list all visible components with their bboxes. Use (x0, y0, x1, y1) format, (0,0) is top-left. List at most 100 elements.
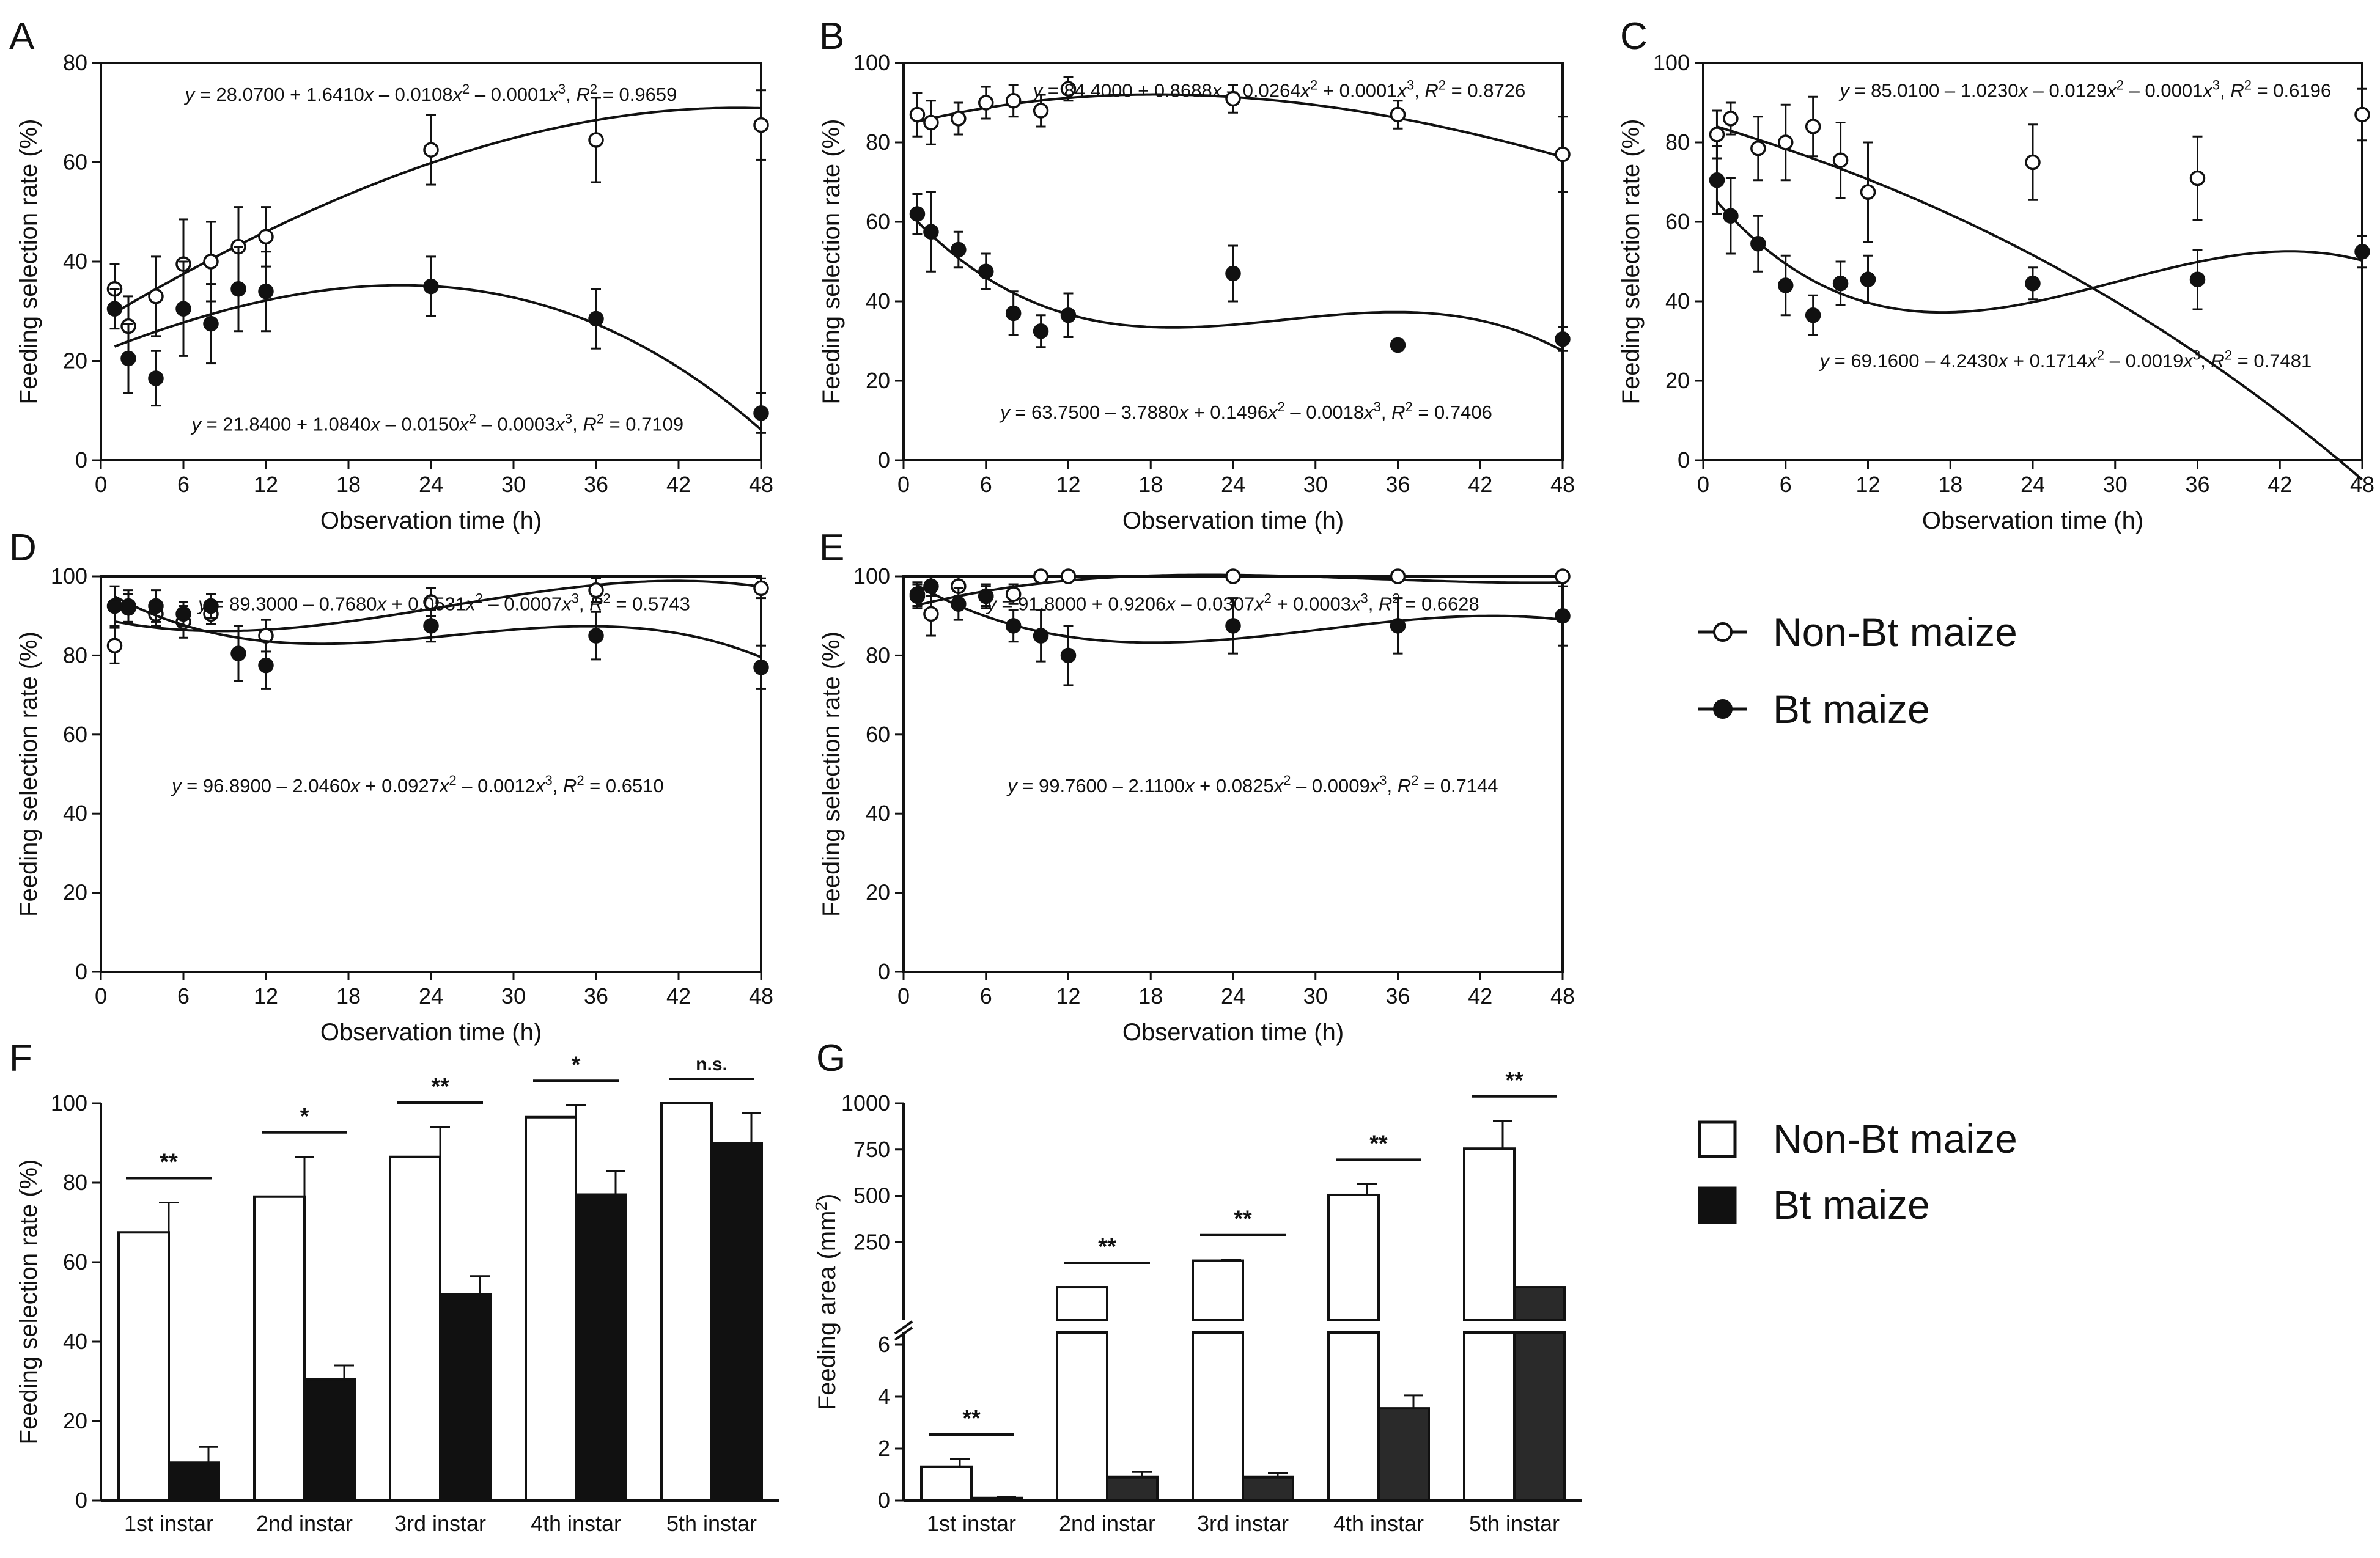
legend-bar-bt-label: Bt maize (1773, 1182, 1930, 1227)
data-point (2189, 170, 2206, 186)
bar-bt (1106, 1475, 1159, 1502)
panel-g: G 0 2 4 6 250 500 750 1000 Feeding area (mm2) ** 1s… (812, 1037, 1582, 1536)
panel-d: D 0 6 12 18 24 30 36 42 48 0 20 40 60 80 100 Observation… (9, 527, 773, 1046)
x-axis-title: Observation time (h) (1122, 1019, 1344, 1046)
legend-bar: Non-Bt maize Bt maize (1698, 1116, 2017, 1227)
x-tick-label: 42 (1468, 983, 1492, 1009)
x-tick-label: 12 (1056, 472, 1080, 497)
x-tick-label: 0 (95, 983, 107, 1009)
y-tick-label: 100 (1653, 50, 1690, 75)
fit-equation: y = 84.4000 + 0.8688x – 0.0264x2​ + 0.00… (1032, 78, 1526, 101)
data-point (1750, 141, 1766, 156)
series-bt: y = 99.7600 – 2.1100x + 0.0825x2​ – 0.00… (909, 575, 1571, 796)
data-point (1860, 184, 1876, 200)
x-tick-label: 30 (1303, 983, 1328, 1009)
series-bt: y = 69.1600 – 4.2430x + 0.1714x2​ – 0.00… (1709, 145, 2370, 372)
x-tick-label: 24 (419, 472, 443, 497)
data-point (753, 660, 769, 675)
x-tick-label: 0 (897, 983, 910, 1009)
y-tick-label: 20 (1665, 368, 1690, 393)
y-axis-title: Feeding area (mm2) (812, 1194, 841, 1411)
x-tick-label: 18 (1938, 472, 1962, 497)
panel-letter: E (819, 527, 844, 569)
x-tick-label: 36 (584, 472, 608, 497)
x-tick-label: 48 (1550, 472, 1575, 497)
bar-non-bt-lower (1192, 1331, 1244, 1502)
bar-bt (1377, 1407, 1430, 1502)
x-tick-label: 30 (1303, 472, 1328, 497)
category-label: 2nd instar (1059, 1511, 1155, 1536)
x-tick-label: 18 (336, 983, 361, 1009)
data-point (1005, 586, 1022, 602)
data-point (923, 114, 939, 131)
data-point (148, 598, 164, 614)
x-tick-label: 18 (1138, 472, 1163, 497)
y-axis-title: Feeding selection rate (%) (1618, 119, 1645, 405)
data-point (175, 301, 191, 317)
y-tick-label: 0 (878, 1488, 890, 1513)
data-point (1390, 337, 1406, 353)
panel-a: A 0 6 12 18 24 30 36 42 48 0 20 40 60 80 Observation ti… (9, 15, 773, 534)
panel-letter: D (9, 527, 37, 569)
fit-equation: y = 99.7600 – 2.1100x + 0.0825x2​ – 0.00… (1006, 773, 1498, 796)
y-tick-label: 750 (853, 1137, 890, 1162)
data-point (588, 132, 604, 148)
panel-letter: G (816, 1037, 846, 1079)
y-tick-label: 60 (866, 209, 890, 234)
series-non-bt: y = 89.3000 – 0.7680x + 0.0531x2​ – 0.00… (106, 577, 769, 664)
bar-non-bt-upper (1463, 1147, 1516, 1321)
y-tick-label: 60 (63, 150, 87, 175)
significance-label: n.s. (696, 1054, 728, 1075)
data-point (1723, 111, 1739, 127)
bar-non-bt-upper (1327, 1193, 1380, 1321)
data-point (1005, 618, 1022, 634)
x-tick-label: 24 (1221, 983, 1245, 1009)
x-tick-label: 6 (1780, 472, 1792, 497)
category-label: 1st instar (927, 1511, 1016, 1536)
x-tick-label: 6 (980, 472, 992, 497)
x-tick-label: 30 (501, 472, 526, 497)
data-point (1832, 276, 1849, 292)
series-bt: y = 63.7500 – 3.7880x + 0.1496x2​ – 0.00… (909, 191, 1571, 423)
x-tick-label: 30 (2103, 472, 2128, 497)
fit-curve (916, 584, 1563, 644)
bar-non-bt-lower (1327, 1331, 1380, 1502)
data-point (258, 657, 274, 674)
data-point (230, 645, 246, 661)
significance-label: ** (1098, 1234, 1116, 1260)
series-non-bt: y = 84.4000 + 0.8688x – 0.0264x2​ + 0.00… (909, 76, 1571, 193)
data-point (978, 263, 994, 279)
legend-bar-nonbt-label: Non-Bt maize (1773, 1116, 2017, 1161)
data-point (106, 638, 123, 653)
data-point (909, 206, 926, 222)
data-point (1832, 152, 1849, 168)
category-label: 4th instar (1333, 1511, 1424, 1536)
data-point (1225, 265, 1241, 282)
fit-equation: y = 63.7500 – 3.7880x + 0.1496x2​ – 0.00… (999, 399, 1492, 423)
legend-line: Non-Bt maize Bt maize (1698, 609, 2017, 732)
x-tick-label: 36 (2185, 472, 2209, 497)
data-point (1555, 331, 1571, 347)
y-axis-title: Feeding selection rate (%) (15, 1159, 42, 1445)
x-tick-label: 0 (95, 472, 107, 497)
data-point (978, 95, 994, 111)
legend-nonbt-label: Non-Bt maize (1773, 609, 2017, 655)
data-point (588, 310, 604, 327)
bar-non-bt-lower (1463, 1331, 1516, 1502)
data-point (1033, 323, 1049, 339)
data-point (1750, 236, 1766, 252)
panel-letter: C (1620, 15, 1648, 57)
data-point (1060, 81, 1077, 97)
legend-bt-label: Bt maize (1773, 686, 1930, 732)
data-point (951, 596, 967, 612)
significance-label: ** (160, 1150, 178, 1175)
x-tick-label: 6 (177, 472, 190, 497)
x-tick-label: 12 (1855, 472, 1880, 497)
fit-curve (1715, 200, 2363, 314)
y-tick-label: 60 (63, 1249, 87, 1274)
fit-equation: y = 89.3000 – 0.7680x + 0.0531x2​ – 0.00… (197, 590, 690, 614)
panel-e: E 0 6 12 18 24 30 36 42 48 0 20 40 60 80 100 Observation… (818, 527, 1575, 1046)
category-label: 1st instar (124, 1511, 213, 1536)
y-axis-title: Feeding selection rate (%) (15, 631, 42, 917)
